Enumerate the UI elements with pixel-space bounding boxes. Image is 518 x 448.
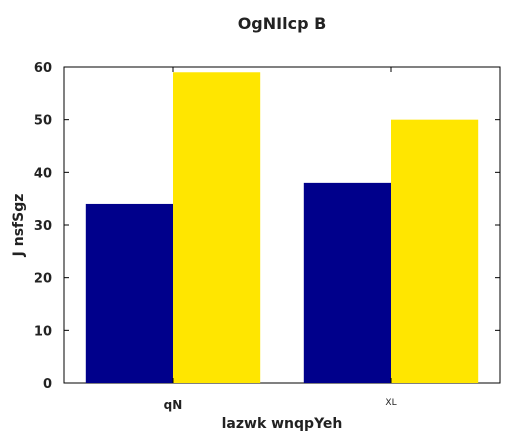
y-tick-label-60: 60 — [34, 61, 52, 76]
y-tick-label-30: 30 — [34, 219, 52, 234]
y-tick-label-40: 40 — [34, 166, 52, 181]
y-axis-label: J nsfSgz — [11, 194, 27, 258]
x-axis-label: lazwk wnqpYeh — [222, 416, 343, 432]
chart-title: OgNIlcp B — [238, 14, 327, 33]
bar-series-1-qN — [85, 203, 173, 383]
bar-series-1-XL — [303, 182, 391, 383]
plot-area: 0 10 20 30 40 50 60 qN XL — [34, 61, 501, 412]
y-tick-label-10: 10 — [34, 324, 52, 339]
x-tick-label-qN: qN — [164, 398, 183, 412]
y-tick-label-0: 0 — [43, 377, 52, 392]
y-tick-label-50: 50 — [34, 114, 52, 129]
bar-series-2-qN — [173, 72, 261, 384]
y-tick-label-20: 20 — [34, 272, 52, 287]
bar-series-2-XL — [391, 119, 479, 384]
x-tick-label-XL: XL — [385, 398, 396, 408]
